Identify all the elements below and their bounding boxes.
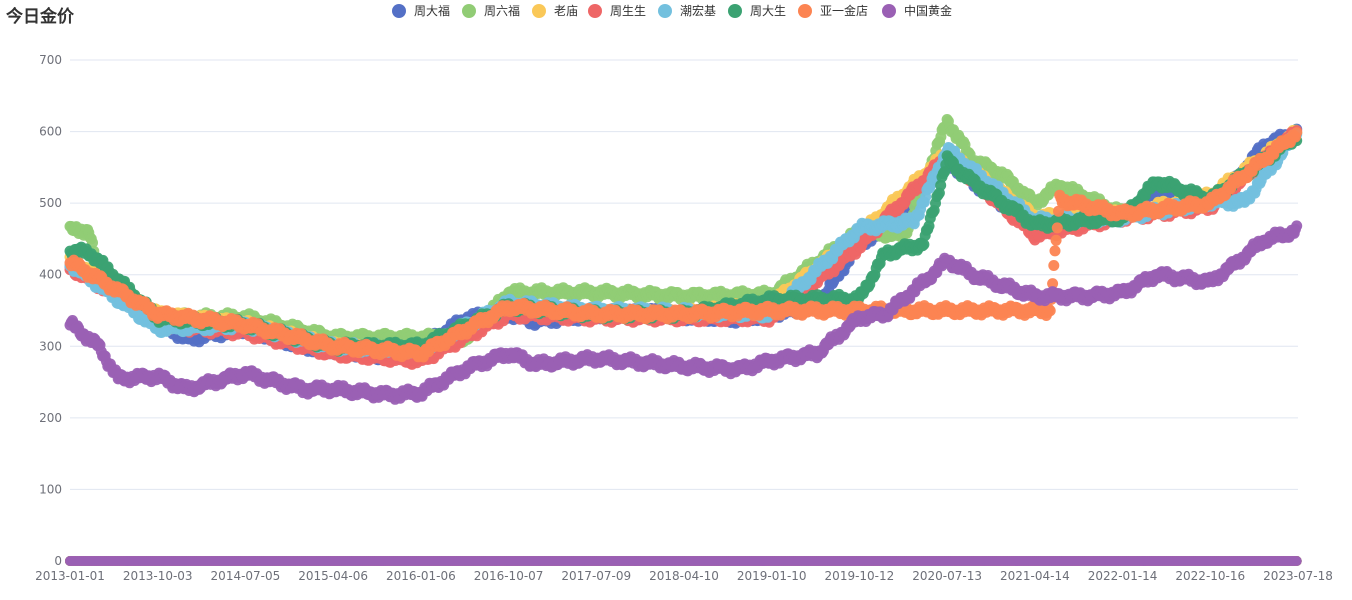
legend-swatch	[882, 3, 896, 18]
legend[interactable]: 周大福 周六福 老庙 周生生 潮宏基 周大生 亚一金店 中国黄金	[0, 2, 1352, 22]
legend-swatch	[658, 3, 672, 18]
y-tick-label: 200	[39, 411, 62, 425]
y-tick-label: 300	[39, 339, 62, 353]
y-tick-label: 500	[39, 196, 62, 210]
plot-area	[64, 114, 1303, 566]
legend-item[interactable]: 周大福	[392, 2, 450, 19]
legend-swatch	[392, 3, 406, 18]
x-tick-label: 2018-04-10	[649, 569, 719, 583]
series-0	[64, 123, 1303, 566]
legend-label: 老庙	[554, 4, 579, 18]
x-tick-label: 2023-07-18	[1263, 569, 1333, 583]
legend-swatch	[798, 3, 812, 18]
legend-swatch	[532, 3, 546, 18]
x-axis: 2013-01-01 2013-10-03 2014-07-05 2015-04-06…	[35, 569, 1333, 583]
legend-item[interactable]: 中国黄金	[882, 2, 952, 19]
x-tick-label: 2014-07-05	[211, 569, 281, 583]
x-tick-label: 2016-01-06	[386, 569, 456, 583]
legend-swatch	[462, 3, 476, 18]
x-tick-label: 2019-01-10	[737, 569, 807, 583]
chart-title: 今日金价	[6, 7, 74, 27]
legend-label: 周大生	[750, 4, 787, 18]
y-axis: 0 100 200 300 400 500 600 700	[39, 53, 62, 568]
series-2	[64, 125, 1303, 566]
x-tick-label: 2017-07-09	[561, 569, 631, 583]
legend-label: 周生生	[610, 4, 647, 18]
legend-item[interactable]: 周生生	[588, 2, 646, 19]
x-tick-label: 2019-10-12	[825, 569, 895, 583]
x-tick-label: 2022-10-16	[1175, 569, 1245, 583]
x-tick-label: 2013-10-03	[123, 569, 193, 583]
legend-swatch	[588, 3, 602, 18]
legend-label: 周大福	[414, 4, 451, 18]
legend-label: 中国黄金	[904, 4, 953, 18]
legend-swatch	[728, 3, 742, 18]
legend-item[interactable]: 周六福	[462, 2, 520, 19]
y-tick-label: 600	[39, 125, 62, 139]
legend-label: 潮宏基	[680, 4, 717, 18]
series-3	[64, 125, 1303, 566]
x-tick-label: 2016-10-07	[474, 569, 544, 583]
y-tick-label: 700	[39, 53, 62, 67]
y-tick-label: 0	[54, 554, 62, 568]
x-tick-label: 2021-04-14	[1000, 569, 1070, 583]
x-tick-label: 2020-07-13	[912, 569, 982, 583]
y-tick-label: 100	[39, 482, 62, 496]
legend-item[interactable]: 周大生	[728, 2, 786, 19]
legend-item[interactable]: 潮宏基	[658, 2, 716, 19]
x-tick-label: 2015-04-06	[298, 569, 368, 583]
legend-label: 亚一金店	[820, 4, 869, 18]
legend-item[interactable]: 老庙	[532, 2, 578, 19]
y-tick-label: 400	[39, 268, 62, 282]
legend-item[interactable]: 亚一金店	[798, 2, 868, 19]
legend-label: 周六福	[484, 4, 521, 18]
x-tick-label: 2013-01-01	[35, 569, 105, 583]
x-tick-label: 2022-01-14	[1088, 569, 1158, 583]
